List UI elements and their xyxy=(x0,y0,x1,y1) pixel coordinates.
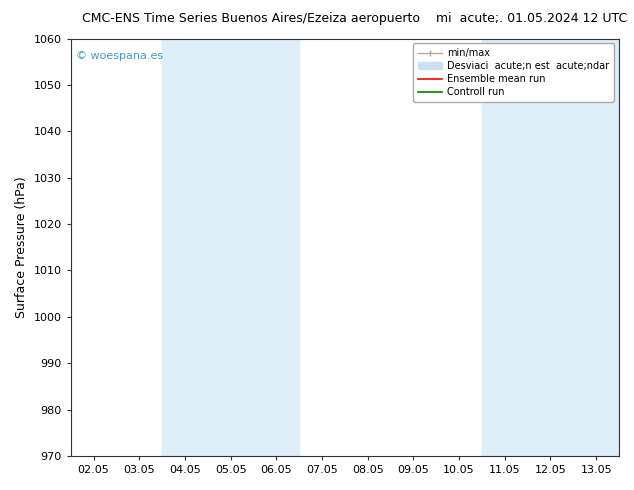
Bar xyxy=(482,39,619,456)
Text: © woespana.es: © woespana.es xyxy=(76,51,164,61)
Text: mi  acute;. 01.05.2024 12 UTC: mi acute;. 01.05.2024 12 UTC xyxy=(436,12,628,25)
Bar xyxy=(162,39,299,456)
Y-axis label: Surface Pressure (hPa): Surface Pressure (hPa) xyxy=(15,176,28,318)
Legend: min/max, Desviaci  acute;n est  acute;ndar, Ensemble mean run, Controll run: min/max, Desviaci acute;n est acute;ndar… xyxy=(413,44,614,102)
Text: CMC-ENS Time Series Buenos Aires/Ezeiza aeropuerto: CMC-ENS Time Series Buenos Aires/Ezeiza … xyxy=(82,12,420,25)
